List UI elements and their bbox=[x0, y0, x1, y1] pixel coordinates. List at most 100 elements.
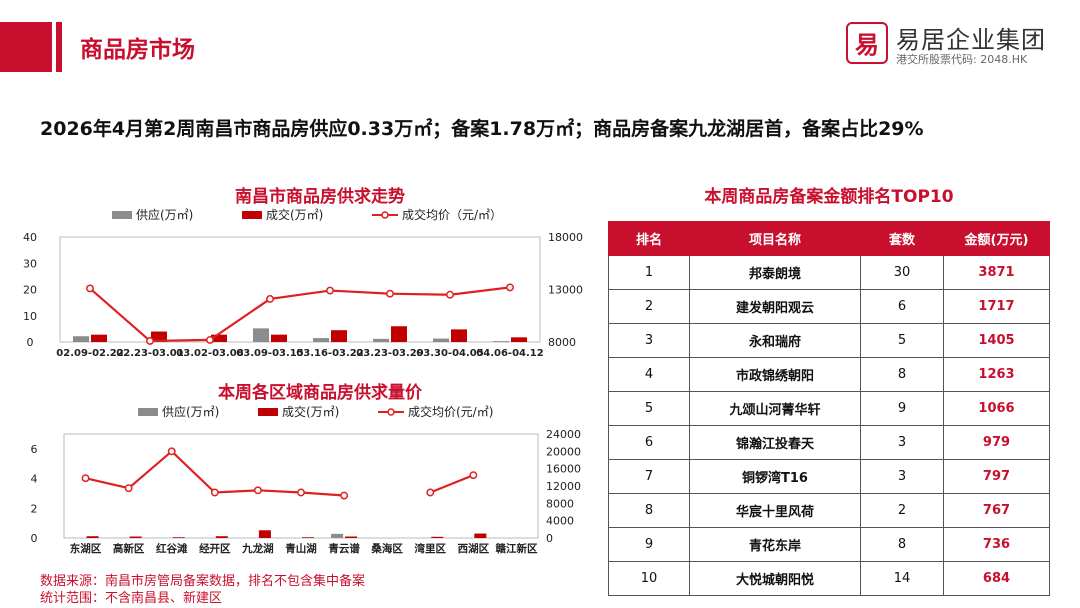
x-tick-label: 湾里区 bbox=[415, 542, 447, 555]
bar-supply bbox=[373, 338, 389, 342]
price-point bbox=[167, 447, 176, 456]
ranking-row: 2 建发朝阳观云 6 1717 bbox=[608, 289, 1050, 324]
y2-tick-label: 4000 bbox=[546, 515, 574, 528]
amount-cell: 684 bbox=[943, 561, 1050, 596]
x-tick-label: 赣江新区 bbox=[495, 542, 537, 555]
project-cell: 永和瑞府 bbox=[689, 323, 861, 358]
ranking-header-row: 排名 项目名称 套数 金额(万元) bbox=[608, 221, 1050, 256]
price-line bbox=[89, 286, 511, 343]
ranking-row: 5 九颂山河菁华轩 9 1066 bbox=[608, 391, 1050, 426]
legend-label-supply: 供应(万㎡) bbox=[162, 404, 219, 419]
price-point bbox=[146, 337, 154, 345]
chart1-title: 南昌市商品房供求走势 bbox=[235, 187, 405, 207]
rank-cell: 10 bbox=[608, 561, 690, 596]
price-point bbox=[206, 335, 214, 344]
legend-label-price: 成交均价（元/㎡） bbox=[402, 207, 502, 222]
x-tick-label: 03.09-03.15 bbox=[236, 348, 303, 359]
bar-deal bbox=[91, 334, 107, 342]
y-tick-label: 20 bbox=[23, 284, 37, 297]
x-tick-label: 04.06-04.12 bbox=[476, 348, 543, 359]
units-cell: 14 bbox=[860, 561, 944, 596]
footnote-scope: 统计范围：不含南昌县、新建区 bbox=[40, 591, 223, 606]
brand-seal-icon: 易 bbox=[846, 22, 888, 64]
ranking-row: 8 华宸十里风荷 2 767 bbox=[608, 493, 1050, 528]
plot-frame bbox=[63, 433, 539, 539]
ranking-table: 排名 项目名称 套数 金额(万元) 1 邦泰朗境 30 3871 2 建发朝阳观云 6 171… bbox=[608, 221, 1050, 596]
x-tick-label: 03.16-03.22 bbox=[296, 348, 363, 359]
project-cell: 邦泰朗境 bbox=[689, 255, 861, 290]
price-point bbox=[446, 290, 454, 299]
units-cell: 8 bbox=[860, 357, 944, 392]
bar-deal bbox=[345, 536, 358, 538]
x-tick-label: 青山湖 bbox=[285, 542, 317, 555]
y-tick-label: 6 bbox=[31, 443, 38, 456]
rank-cell: 1 bbox=[608, 255, 690, 290]
units-cell: 9 bbox=[860, 391, 944, 426]
y2-tick-label: 16000 bbox=[546, 463, 581, 476]
amount-cell: 979 bbox=[943, 425, 1050, 460]
legend-label-deal: 成交(万㎡) bbox=[282, 404, 339, 419]
bar-deal bbox=[258, 530, 271, 538]
x-tick-label: 青云谱 bbox=[328, 542, 360, 555]
ranking-row: 1 邦泰朗境 30 3871 bbox=[608, 255, 1050, 290]
chart1-svg: 供应(万㎡) 成交(万㎡) 成交均价（元/㎡） 40 30 20 10 0 18000 13000… bbox=[23, 207, 583, 359]
bar-supply bbox=[253, 328, 269, 342]
y-tick-label: 30 bbox=[23, 257, 37, 270]
price-point bbox=[266, 295, 274, 303]
units-cell: 3 bbox=[860, 425, 944, 460]
legend-marker-price bbox=[387, 408, 395, 416]
ranking-row: 6 锦瀚江投春天 3 979 bbox=[608, 425, 1050, 460]
price-point bbox=[506, 283, 514, 292]
legend-swatch-deal bbox=[258, 408, 278, 416]
bar-supply bbox=[331, 533, 344, 538]
units-cell: 2 bbox=[860, 493, 944, 528]
price-point bbox=[81, 474, 90, 483]
units-cell: 30 bbox=[860, 255, 944, 290]
rank-cell: 2 bbox=[608, 289, 690, 324]
brand-stock-code: 港交所股票代码: 2048.HK bbox=[896, 53, 1028, 66]
y-tick-label: 0 bbox=[27, 336, 34, 349]
bar-deal bbox=[431, 536, 444, 538]
bar-deal bbox=[271, 334, 287, 342]
units-cell: 5 bbox=[860, 323, 944, 358]
project-cell: 九颂山河菁华轩 bbox=[689, 391, 861, 426]
price-point bbox=[297, 488, 305, 497]
project-cell: 华宸十里风荷 bbox=[689, 493, 861, 528]
project-cell: 青花东岸 bbox=[689, 527, 861, 562]
x-tick-label: 高新区 bbox=[113, 542, 145, 555]
y-tick-label: 2 bbox=[31, 502, 38, 515]
price-point bbox=[86, 284, 94, 293]
bar-deal bbox=[211, 334, 227, 342]
rank-cell: 8 bbox=[608, 493, 690, 528]
brand-logo: 易 易居企业集团 港交所股票代码: 2048.HK bbox=[846, 20, 1066, 70]
bar-deal bbox=[474, 533, 487, 538]
legend-swatch-supply bbox=[138, 408, 158, 416]
rank-cell: 6 bbox=[608, 425, 690, 460]
price-point bbox=[426, 488, 435, 497]
x-tick-label: 东湖区 bbox=[70, 542, 102, 555]
price-point bbox=[386, 289, 394, 298]
ranking-row: 9 青花东岸 8 736 bbox=[608, 527, 1050, 562]
rank-cell: 7 bbox=[608, 459, 690, 494]
ranking-row: 10 大悦城朝阳悦 14 684 bbox=[608, 561, 1050, 596]
plot-frame bbox=[59, 236, 541, 343]
y2-tick-label: 18000 bbox=[548, 231, 583, 244]
x-tick-label: 03.23-03.29 bbox=[356, 348, 423, 359]
price-line bbox=[429, 474, 474, 494]
price-point bbox=[469, 471, 478, 480]
amount-cell: 1066 bbox=[943, 391, 1050, 426]
project-cell: 铜锣湾T16 bbox=[689, 459, 861, 494]
bar-deal bbox=[451, 329, 467, 342]
project-cell: 建发朝阳观云 bbox=[689, 289, 861, 324]
bar-deal bbox=[86, 536, 99, 538]
col-units-header: 套数 bbox=[860, 221, 944, 256]
x-tick-label: 九龙湖 bbox=[241, 542, 274, 555]
units-cell: 3 bbox=[860, 459, 944, 494]
price-point bbox=[340, 491, 349, 500]
bar-supply bbox=[493, 341, 509, 342]
chart2-title: 本周各区域商品房供求量价 bbox=[218, 383, 422, 403]
price-point bbox=[210, 488, 219, 497]
bar-supply bbox=[313, 338, 329, 342]
y2-tick-label: 20000 bbox=[546, 445, 581, 458]
x-tick-label: 02.23-03.01 bbox=[116, 348, 183, 359]
